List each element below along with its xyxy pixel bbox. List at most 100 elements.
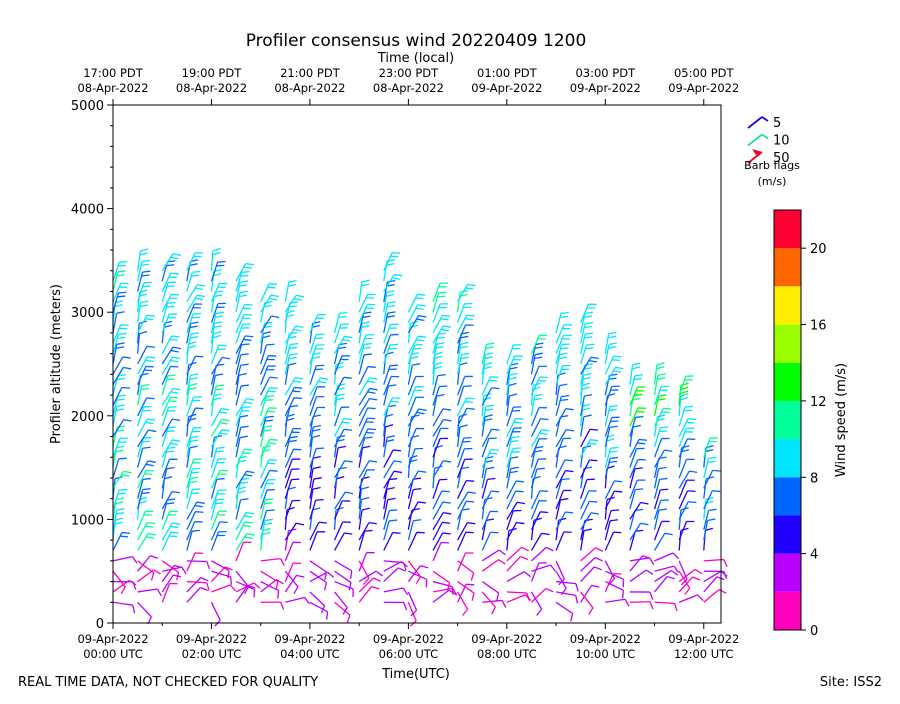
barb-feather bbox=[191, 275, 199, 276]
barb-feather bbox=[417, 294, 425, 295]
barb-feather bbox=[144, 474, 152, 475]
barb-feather bbox=[560, 348, 568, 349]
barb-feather bbox=[368, 408, 376, 409]
colorbar-segment bbox=[774, 363, 801, 401]
barb-feather bbox=[514, 422, 522, 423]
barb-feather bbox=[217, 447, 225, 448]
barb-feather bbox=[168, 375, 176, 376]
colorbar-tick-label: 4 bbox=[810, 548, 818, 563]
quality-note: REAL TIME DATA, NOT CHECKED FOR QUALITY bbox=[18, 675, 318, 690]
barb-feather bbox=[192, 271, 200, 272]
barb-feather bbox=[540, 377, 548, 378]
barb-feather bbox=[686, 422, 694, 423]
barb-feather bbox=[344, 377, 352, 378]
barb-feather bbox=[242, 272, 250, 273]
barb-feather bbox=[220, 470, 228, 471]
barb-feather bbox=[167, 302, 175, 303]
barb-feather bbox=[659, 431, 667, 432]
barb-feather bbox=[623, 590, 624, 598]
x-tick-date: 09-Apr-2022 bbox=[373, 632, 444, 646]
barb-feather bbox=[516, 491, 524, 492]
top-tick-date: 09-Apr-2022 bbox=[471, 81, 542, 95]
barb-feather bbox=[416, 308, 424, 309]
colorbar-segment bbox=[774, 210, 801, 248]
barb-feather bbox=[466, 481, 474, 482]
barb-feather bbox=[266, 396, 274, 397]
legend-units: (m/s) bbox=[758, 175, 787, 188]
colorbar-segment bbox=[774, 592, 801, 630]
colorbar-segment bbox=[774, 439, 801, 477]
barb-feather bbox=[389, 479, 397, 480]
barb-feather bbox=[688, 419, 696, 420]
x-tick-time: 08:00 UTC bbox=[477, 647, 537, 661]
barb-feather bbox=[243, 526, 251, 527]
colorbar-segment bbox=[774, 325, 801, 363]
colorbar-tick-label: 16 bbox=[810, 319, 827, 334]
colorbar-tick-label: 20 bbox=[810, 242, 827, 257]
top-tick-time: 03:00 PDT bbox=[575, 66, 636, 80]
barb-feather bbox=[218, 474, 226, 475]
barb-feather bbox=[195, 356, 203, 357]
barb-feather bbox=[465, 319, 473, 320]
barb-feather bbox=[712, 491, 720, 492]
top-tick-date: 08-Apr-2022 bbox=[77, 81, 148, 95]
barb-feather bbox=[143, 479, 151, 480]
barb-feather bbox=[192, 489, 200, 490]
barb-feather bbox=[344, 419, 352, 420]
barb-feather bbox=[267, 510, 275, 511]
barb-feather bbox=[538, 381, 546, 382]
barb-feather bbox=[389, 510, 397, 511]
barb-feather bbox=[611, 447, 619, 448]
top-tick-time: 19:00 PDT bbox=[182, 66, 243, 80]
barb-feather bbox=[452, 587, 453, 595]
x-tick-time: 04:00 UTC bbox=[280, 647, 340, 661]
barb-feather bbox=[487, 479, 495, 480]
barb-feather bbox=[241, 275, 249, 276]
legend-entry: 10 bbox=[748, 134, 790, 149]
barb-feather bbox=[516, 419, 524, 420]
barb-feather bbox=[278, 590, 279, 598]
barb-feather bbox=[587, 344, 595, 345]
barb-feather bbox=[635, 417, 643, 418]
barb-feather bbox=[389, 520, 397, 521]
chart-title: Profiler consensus wind 20220409 1200 bbox=[246, 31, 587, 51]
legend-barb-feather bbox=[762, 135, 768, 139]
barb-feather bbox=[268, 391, 276, 392]
barb-feather bbox=[316, 500, 324, 501]
barb-feather bbox=[562, 479, 570, 480]
barb-feather bbox=[713, 470, 721, 471]
colorbar-tick-label: 8 bbox=[810, 471, 818, 486]
barb-feather bbox=[589, 501, 597, 502]
barb-feather bbox=[217, 479, 225, 480]
barb-feather bbox=[437, 296, 445, 297]
barb-feather bbox=[171, 532, 179, 533]
y-tick-label: 1000 bbox=[71, 513, 104, 528]
barb-feather bbox=[166, 265, 174, 266]
y-tick-label: 2000 bbox=[71, 410, 104, 425]
barb-feather bbox=[688, 502, 696, 503]
barb-feather bbox=[392, 398, 400, 399]
barb-feather bbox=[147, 315, 155, 316]
barb-feather bbox=[590, 429, 598, 430]
legend-label: 10 bbox=[773, 134, 790, 149]
barb-feather bbox=[614, 491, 622, 492]
barb-feather bbox=[146, 470, 154, 471]
x-axis-label: Time(UTC) bbox=[381, 667, 450, 682]
barb-feather bbox=[243, 339, 251, 340]
barb-feather bbox=[192, 468, 200, 469]
legend-title: Barb flags bbox=[744, 159, 800, 172]
barb-feather bbox=[169, 536, 177, 537]
barb-feather bbox=[365, 437, 373, 438]
colorbar-segment bbox=[774, 401, 801, 439]
barb-feather bbox=[167, 286, 175, 287]
barb-feather bbox=[516, 481, 524, 482]
barb-feather bbox=[166, 451, 174, 452]
barb-feather bbox=[168, 427, 176, 428]
barb-feather bbox=[142, 441, 150, 442]
barb-feather bbox=[342, 422, 350, 423]
barb-feather bbox=[191, 472, 199, 473]
barb-feather bbox=[145, 319, 153, 320]
x-tick-time: 10:00 UTC bbox=[576, 647, 636, 661]
